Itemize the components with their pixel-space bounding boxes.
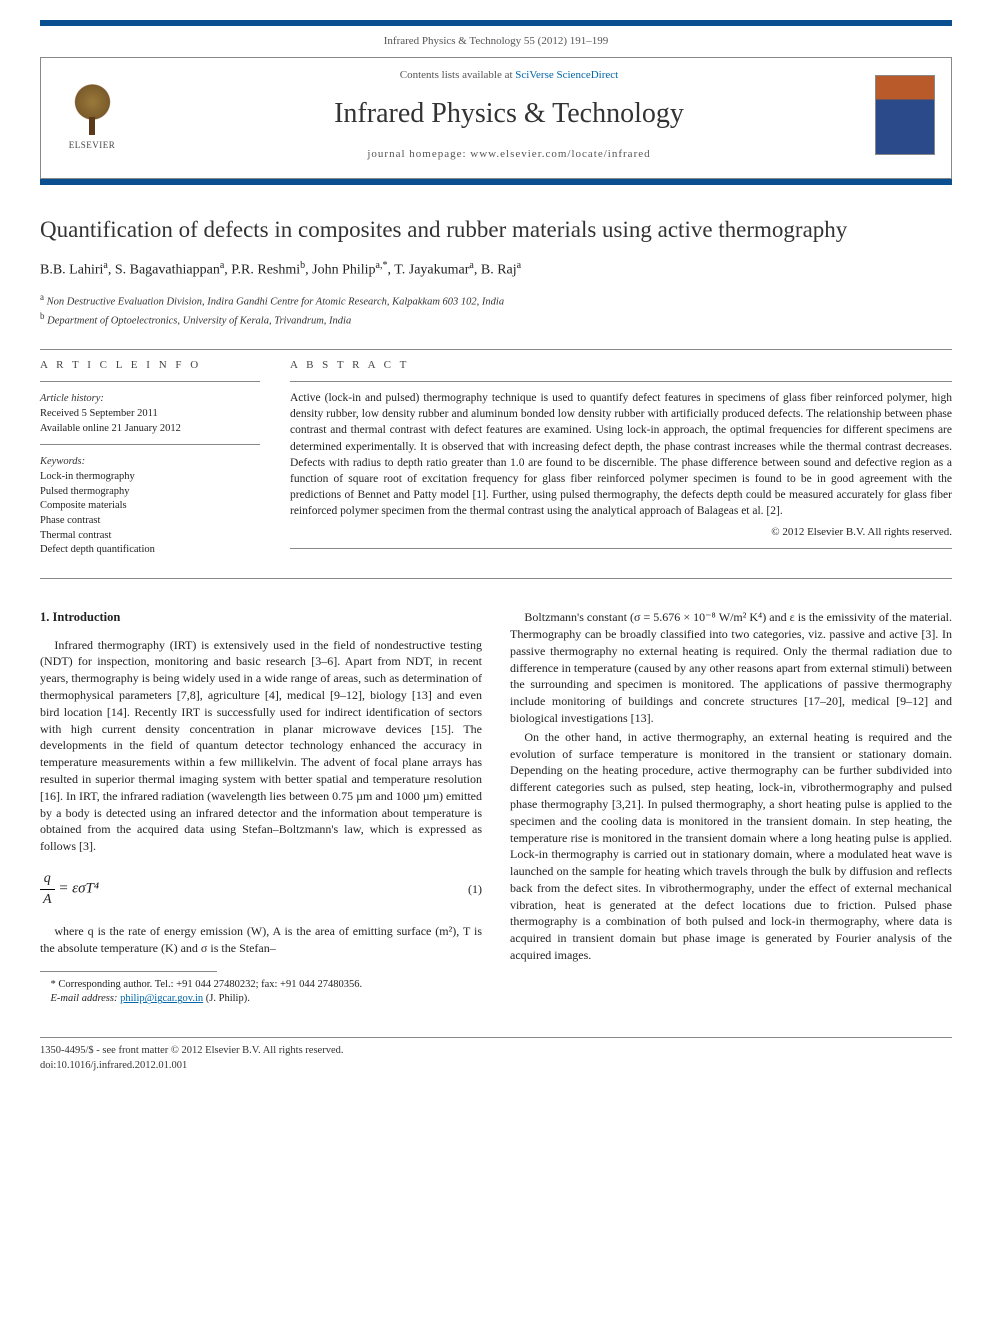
keyword: Lock-in thermography bbox=[40, 470, 260, 485]
keyword: Defect depth quantification bbox=[40, 543, 260, 558]
article-content: Quantification of defects in composites … bbox=[40, 215, 952, 1007]
affiliation-text: Non Destructive Evaluation Division, Ind… bbox=[47, 296, 504, 307]
header-center: Contents lists available at SciVerse Sci… bbox=[143, 68, 875, 162]
author-aff: a,* bbox=[376, 260, 388, 271]
author: S. Bagavathiappan bbox=[115, 263, 220, 278]
publisher-name: ELSEVIER bbox=[69, 139, 116, 152]
available-date: Available online 21 January 2012 bbox=[40, 422, 260, 437]
doi-line: doi:10.1016/j.infrared.2012.01.001 bbox=[40, 1059, 952, 1074]
bottom-banner bbox=[40, 179, 952, 185]
journal-header: ELSEVIER Contents lists available at Sci… bbox=[40, 57, 952, 179]
author-aff: a bbox=[220, 260, 224, 271]
numerator: q bbox=[40, 869, 55, 890]
divider bbox=[40, 578, 952, 579]
article-info-heading: A R T I C L E I N F O bbox=[40, 358, 260, 373]
equation-label: (1) bbox=[468, 881, 482, 898]
elsevier-tree-icon bbox=[65, 80, 120, 135]
divider bbox=[290, 548, 952, 549]
section-heading: 1. Introduction bbox=[40, 609, 482, 627]
affiliation-text: Department of Optoelectronics, Universit… bbox=[47, 315, 351, 326]
abstract-text: Active (lock-in and pulsed) thermography… bbox=[290, 390, 952, 519]
paragraph: where q is the rate of energy emission (… bbox=[40, 923, 482, 957]
footnotes: * Corresponding author. Tel.: +91 044 27… bbox=[40, 978, 482, 1007]
author: P.R. Reshmi bbox=[231, 263, 300, 278]
email-label: E-mail address: bbox=[51, 993, 121, 1004]
sciencedirect-link[interactable]: SciVerse ScienceDirect bbox=[515, 69, 618, 81]
author-aff: b bbox=[300, 260, 305, 271]
affiliations: a Non Destructive Evaluation Division, I… bbox=[40, 291, 952, 329]
body-columns: 1. Introduction Infrared thermography (I… bbox=[40, 609, 952, 1007]
paragraph: On the other hand, in active thermograph… bbox=[510, 729, 952, 964]
equation-rhs: = εσT⁴ bbox=[55, 881, 100, 897]
contents-prefix: Contents lists available at bbox=[400, 69, 515, 81]
divider bbox=[290, 381, 952, 382]
keyword: Pulsed thermography bbox=[40, 485, 260, 500]
paragraph: Boltzmann's constant (σ = 5.676 × 10⁻⁸ W… bbox=[510, 609, 952, 727]
paragraph: Infrared thermography (IRT) is extensive… bbox=[40, 637, 482, 855]
author: John Philip bbox=[312, 263, 375, 278]
affiliation-b: b Department of Optoelectronics, Univers… bbox=[40, 310, 952, 329]
received-date: Received 5 September 2011 bbox=[40, 407, 260, 422]
author-aff: a bbox=[517, 260, 521, 271]
info-abstract-row: A R T I C L E I N F O Article history: R… bbox=[40, 358, 952, 558]
homepage-prefix: journal homepage: bbox=[367, 148, 470, 160]
fraction: q A bbox=[40, 869, 55, 909]
history-label: Article history: bbox=[40, 392, 260, 407]
equation-body: q A = εσT⁴ bbox=[40, 869, 99, 909]
equation-1: q A = εσT⁴ (1) bbox=[40, 869, 482, 909]
authors-line: B.B. Lahiria, S. Bagavathiappana, P.R. R… bbox=[40, 259, 952, 280]
journal-reference: Infrared Physics & Technology 55 (2012) … bbox=[0, 26, 992, 57]
author-aff: a bbox=[469, 260, 473, 271]
article-title: Quantification of defects in composites … bbox=[40, 215, 952, 245]
divider bbox=[40, 381, 260, 382]
article-info: A R T I C L E I N F O Article history: R… bbox=[40, 358, 260, 558]
journal-title: Infrared Physics & Technology bbox=[143, 94, 875, 133]
author: B.B. Lahiri bbox=[40, 263, 103, 278]
email-person: (J. Philip). bbox=[203, 993, 250, 1004]
divider bbox=[40, 349, 952, 350]
author: B. Raj bbox=[481, 263, 517, 278]
corresponding-author-note: * Corresponding author. Tel.: +91 044 27… bbox=[40, 978, 482, 993]
front-matter-footer: 1350-4495/$ - see front matter © 2012 El… bbox=[40, 1037, 952, 1073]
homepage-line: journal homepage: www.elsevier.com/locat… bbox=[143, 147, 875, 162]
abstract-copyright: © 2012 Elsevier B.V. All rights reserved… bbox=[290, 525, 952, 540]
journal-cover-thumbnail bbox=[875, 75, 935, 155]
denominator: A bbox=[40, 890, 55, 910]
homepage-url: www.elsevier.com/locate/infrared bbox=[470, 148, 650, 160]
keyword: Thermal contrast bbox=[40, 529, 260, 544]
keywords-label: Keywords: bbox=[40, 455, 260, 470]
author-aff: a bbox=[103, 260, 107, 271]
divider bbox=[40, 444, 260, 445]
email-line: E-mail address: philip@igcar.gov.in (J. … bbox=[40, 992, 482, 1007]
author: T. Jayakumar bbox=[394, 263, 469, 278]
footnote-divider bbox=[40, 971, 217, 972]
affiliation-a: a Non Destructive Evaluation Division, I… bbox=[40, 291, 952, 310]
email-link[interactable]: philip@igcar.gov.in bbox=[120, 993, 203, 1004]
abstract-heading: A B S T R A C T bbox=[290, 358, 952, 373]
publisher-logo: ELSEVIER bbox=[57, 75, 127, 155]
issn-line: 1350-4495/$ - see front matter © 2012 El… bbox=[40, 1044, 952, 1059]
keyword: Composite materials bbox=[40, 499, 260, 514]
keyword: Phase contrast bbox=[40, 514, 260, 529]
abstract: A B S T R A C T Active (lock-in and puls… bbox=[290, 358, 952, 558]
contents-line: Contents lists available at SciVerse Sci… bbox=[143, 68, 875, 83]
